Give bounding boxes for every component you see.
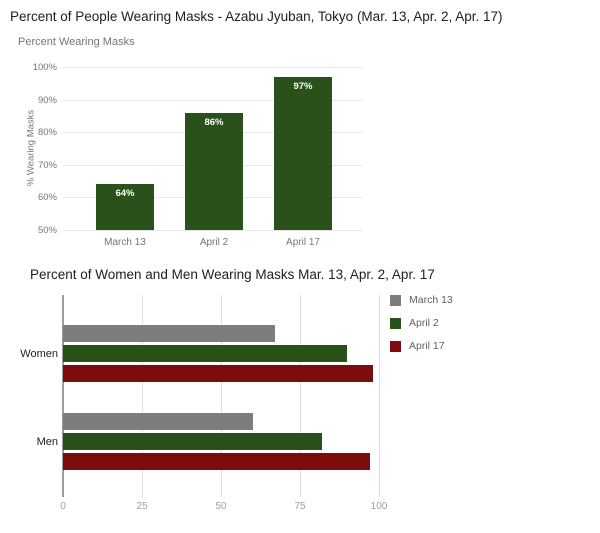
chart1-gridline	[63, 67, 362, 68]
chart2-x-tick-label: 50	[215, 501, 227, 512]
bar-men-march-13[interactable]	[63, 413, 253, 430]
bar-value-label: 64%	[115, 188, 135, 199]
chart1-y-tick-label: 80%	[37, 127, 57, 138]
chart2-legend: March 13 April 2 April 17	[390, 294, 453, 352]
chart2-x-tick-label: 0	[60, 501, 66, 512]
chart1-gridline	[63, 100, 362, 101]
chart2-heading: Percent of Women and Men Wearing Masks M…	[30, 267, 435, 282]
chart2-gridline	[300, 295, 301, 497]
bar-value-label: 86%	[204, 117, 224, 128]
bar-women-march-13[interactable]	[63, 325, 275, 342]
bar-april-2[interactable]	[185, 113, 243, 230]
chart1-y-tick-label: 50%	[37, 225, 57, 236]
chart1-x-tick-label: April 17	[286, 237, 320, 248]
legend-label: March 13	[409, 294, 453, 306]
category-label-women: Women	[20, 348, 58, 360]
legend-swatch-april-17	[390, 340, 401, 352]
chart2-x-tick-label: 25	[136, 501, 148, 512]
chart2-x-tick-label: 100	[370, 501, 388, 512]
category-label-men: Men	[36, 436, 58, 448]
chart1-gridline	[63, 230, 362, 231]
chart2-gridline	[379, 295, 380, 497]
chart1-y-tick-label: 100%	[32, 62, 57, 73]
chart2-baseline-axis	[62, 295, 64, 497]
chart2-gridline	[221, 295, 222, 497]
chart1-y-tick-label: 60%	[37, 192, 57, 203]
legend-item-march-13[interactable]: March 13	[390, 294, 453, 306]
bar-men-april-2[interactable]	[63, 433, 322, 450]
chart2-gridline	[142, 295, 143, 497]
chart1-y-tick-label: 90%	[37, 95, 57, 106]
chart1-y-tick-label: 70%	[37, 160, 57, 171]
legend-label: April 2	[409, 317, 439, 329]
legend-item-april-2[interactable]: April 2	[390, 317, 453, 329]
bar-women-april-17[interactable]	[63, 365, 373, 382]
chart1-x-tick-label: April 2	[199, 237, 229, 248]
bar-value-label: 97%	[293, 81, 313, 92]
legend-swatch-april-2	[390, 317, 401, 329]
chart2-x-tick-label: 75	[294, 501, 306, 512]
legend-label: April 17	[409, 340, 445, 352]
chart1-x-tick-label: March 13	[104, 237, 146, 248]
chart1-title: Percent Wearing Masks	[18, 36, 135, 48]
chart1-heading: Percent of People Wearing Masks - Azabu …	[10, 9, 503, 24]
bar-women-april-2[interactable]	[63, 345, 347, 362]
bar-march-13[interactable]	[96, 184, 154, 230]
legend-item-april-17[interactable]: April 17	[390, 340, 453, 352]
bar-april-17[interactable]	[274, 77, 332, 230]
legend-swatch-march-13	[390, 294, 401, 306]
bar-men-april-17[interactable]	[63, 453, 370, 470]
